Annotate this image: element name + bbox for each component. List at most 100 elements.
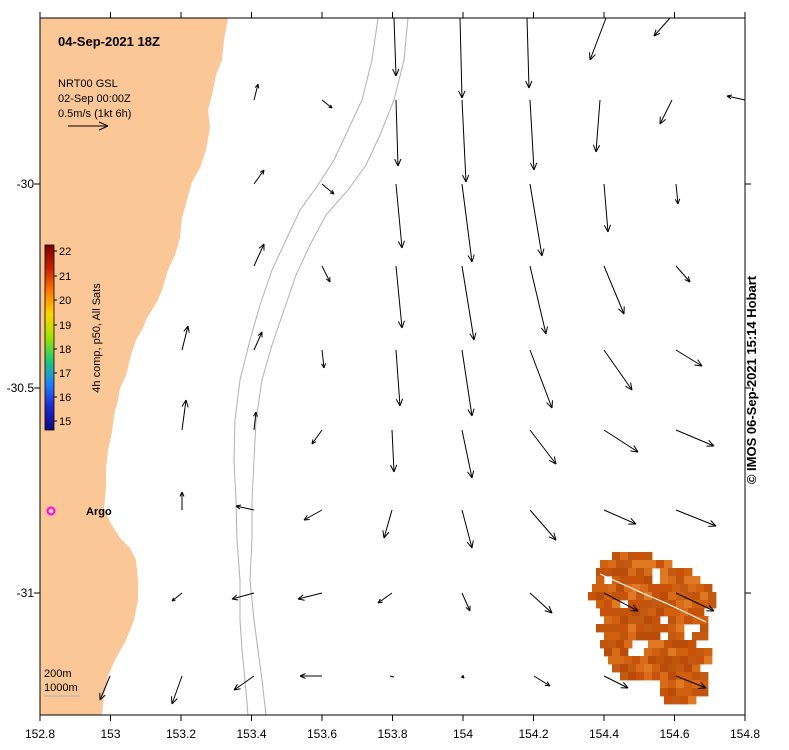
sst-pixel xyxy=(624,608,633,617)
current-vector xyxy=(377,592,393,604)
sst-pixel xyxy=(692,664,701,673)
sst-pixel xyxy=(620,648,629,657)
sst-pixel xyxy=(688,656,697,665)
sst-pixel xyxy=(644,552,653,561)
current-vector xyxy=(674,183,681,205)
sst-pixel xyxy=(624,584,633,593)
current-vector xyxy=(529,99,538,171)
current-vector xyxy=(529,429,557,465)
current-vector xyxy=(392,17,400,77)
sst-pixel xyxy=(612,648,621,657)
sst-pixel xyxy=(664,640,673,649)
sst-pixel xyxy=(648,640,657,649)
altimetry-date: 02-Sep 00:00Z xyxy=(58,93,131,105)
sst-pixel xyxy=(652,672,661,681)
current-vector xyxy=(461,429,475,479)
argo-marker[interactable] xyxy=(46,506,56,516)
current-vector xyxy=(181,325,190,351)
current-vector xyxy=(382,509,393,539)
sst-pixel xyxy=(656,656,665,665)
sst-pixel xyxy=(700,600,709,609)
sst-pixel xyxy=(672,584,681,593)
lon-tick-label: 153 xyxy=(100,727,120,741)
sst-pixel xyxy=(696,584,705,593)
sst-pixel xyxy=(604,648,613,657)
sst-pixel xyxy=(636,592,645,601)
sst-pixel xyxy=(676,568,685,577)
sst-pixel xyxy=(644,672,653,681)
sst-pixel xyxy=(632,656,641,665)
current-vector xyxy=(171,592,183,602)
sst-pixel xyxy=(660,600,669,609)
sst-pixel xyxy=(636,568,645,577)
sst-pixel xyxy=(668,592,677,601)
argo-label: Argo xyxy=(86,506,112,518)
current-vector xyxy=(525,17,533,89)
sst-pixel xyxy=(688,648,697,657)
sst-pixel xyxy=(604,600,613,609)
sst-pixel xyxy=(628,664,637,673)
current-vector xyxy=(179,491,185,510)
argo-float[interactable]: Argo xyxy=(46,506,112,518)
sst-pixel xyxy=(664,696,673,705)
current-vector xyxy=(231,592,255,601)
sst-pixel xyxy=(676,592,685,601)
sst-pixel xyxy=(604,624,613,633)
current-vector xyxy=(253,411,259,431)
sst-pixel xyxy=(700,632,709,641)
sst-pixel xyxy=(668,600,677,609)
sst-pixel xyxy=(656,584,665,593)
sst-pixel xyxy=(692,672,701,681)
current-vector xyxy=(395,183,405,249)
colorbar-tick-label: 18 xyxy=(59,344,71,356)
sst-pixel xyxy=(700,680,709,689)
sst-pixel xyxy=(644,568,653,577)
current-vector xyxy=(311,429,323,445)
sst-pixel xyxy=(620,664,629,673)
sst-colorbar: 22 21 20 19 18 17 16 15 4h comp, p50, Al… xyxy=(44,244,103,431)
current-vector xyxy=(675,349,703,367)
sst-pixel xyxy=(644,576,653,585)
imos-credit: © IMOS 06-Sep-2021 15:14 Hobart xyxy=(744,275,759,485)
sst-pixel xyxy=(636,624,645,633)
sst-pixel xyxy=(676,616,685,625)
sst-pixel xyxy=(696,648,705,657)
current-vector xyxy=(726,94,746,101)
sst-pixel xyxy=(668,680,677,689)
sst-pixel xyxy=(604,616,613,625)
sst-pixel xyxy=(668,632,677,641)
current-vector xyxy=(589,17,607,61)
sst-pixel xyxy=(620,568,629,577)
lon-tick-label: 153.4 xyxy=(236,727,266,741)
sst-pixel xyxy=(628,568,637,577)
sst-pixel xyxy=(668,648,677,657)
sst-pixel xyxy=(664,560,673,569)
sst-pixel xyxy=(684,664,693,673)
sst-pixel xyxy=(624,560,633,569)
sst-pixel xyxy=(644,648,653,657)
sst-pixel xyxy=(612,632,621,641)
sst-pixel xyxy=(604,568,613,577)
sst-pixel xyxy=(668,616,677,625)
sst-pixel xyxy=(660,688,669,697)
current-vector xyxy=(603,349,633,391)
sst-pixel xyxy=(660,664,669,673)
current-vector xyxy=(461,99,470,183)
lon-tick-label: 153.6 xyxy=(307,727,337,741)
sst-pixel xyxy=(652,616,661,625)
sst-pixel xyxy=(684,600,693,609)
sst-pixel xyxy=(676,680,685,689)
sst-pixel xyxy=(636,664,645,673)
sst-pixel xyxy=(680,656,689,665)
sst-pixel xyxy=(620,552,629,561)
sst-pixel xyxy=(684,688,693,697)
sst-pixel xyxy=(652,664,661,673)
colorbar-tick-labels: 22 21 20 19 18 17 16 15 xyxy=(59,246,71,428)
current-vector xyxy=(297,592,323,601)
lat-tick-label: -30 xyxy=(17,177,35,191)
current-vector xyxy=(253,331,263,351)
sst-pixel xyxy=(668,688,677,697)
sst-pixel xyxy=(632,584,641,593)
sst-pixel xyxy=(688,584,697,593)
current-vector xyxy=(253,169,265,185)
